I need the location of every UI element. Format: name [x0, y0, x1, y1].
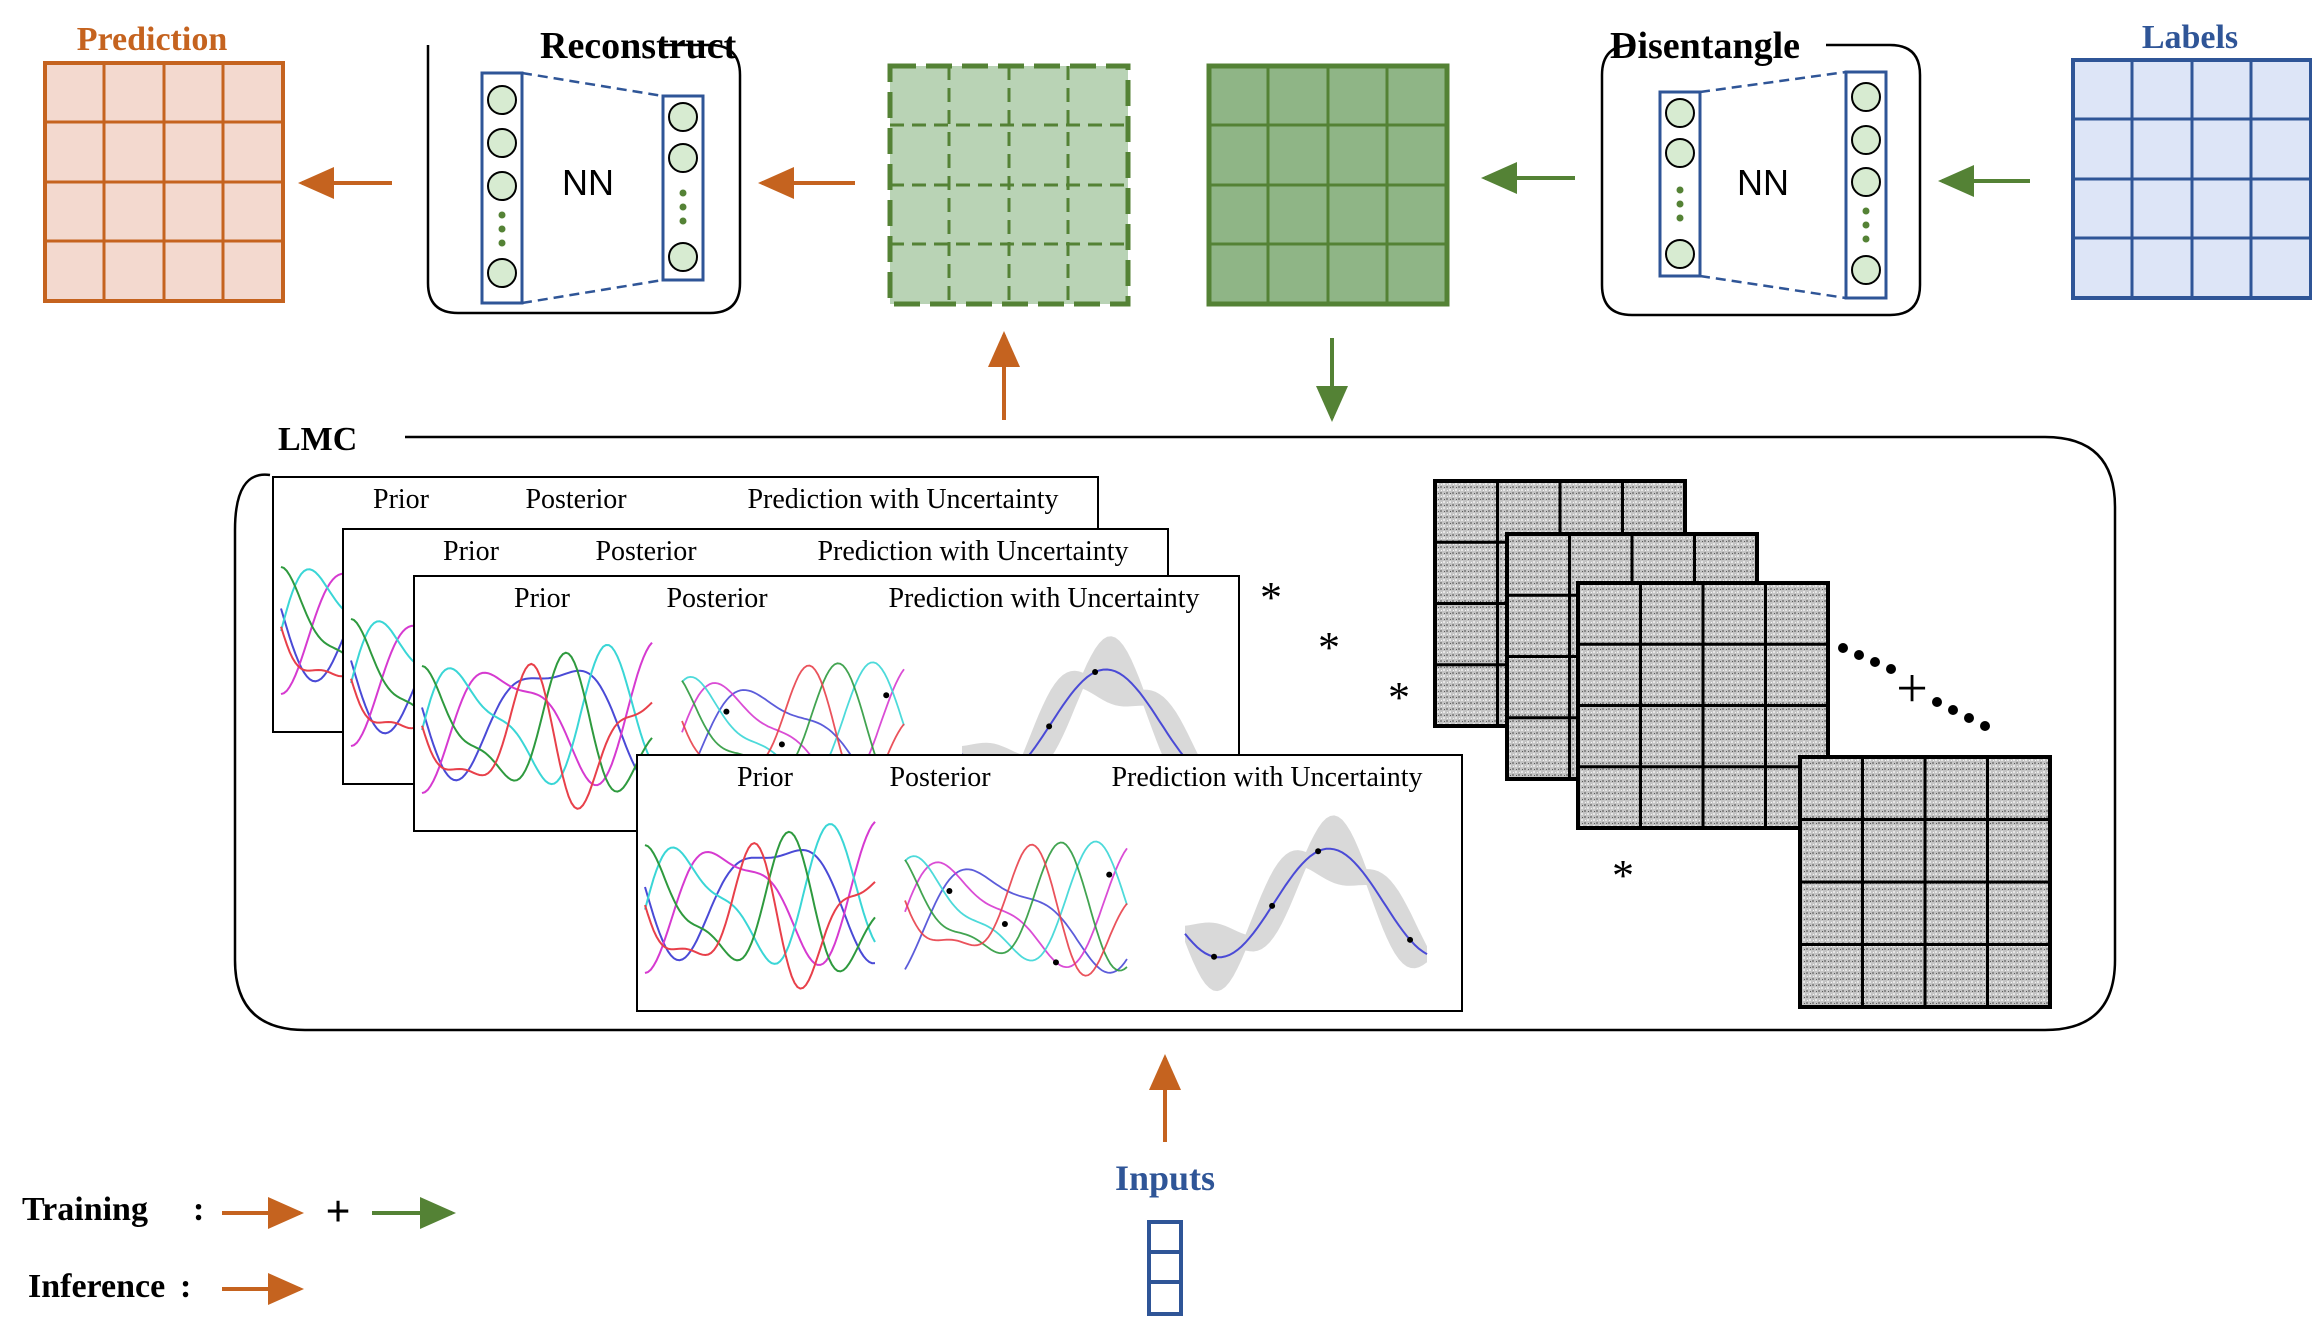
- inputs-label: Inputs: [1115, 1158, 1215, 1198]
- disentangle-nn-box: NN: [1600, 43, 1922, 317]
- nn-label-disentangle: NN: [1737, 162, 1789, 203]
- lmc-container: [233, 435, 2117, 1032]
- disentangle-label: Disentangle: [1610, 25, 1800, 67]
- panel-title-posterior: Posterior: [525, 484, 627, 515]
- labels-matrix: [2071, 58, 2312, 300]
- star-operator-2: *: [1318, 623, 1340, 672]
- legend-inference-colon: :: [180, 1268, 191, 1305]
- legend-inference-label: Inference: [28, 1268, 165, 1305]
- legend-training-label: Training: [22, 1191, 148, 1228]
- legend-training-colon: :: [193, 1191, 204, 1228]
- input-vector-icon: [1147, 1220, 1183, 1316]
- panel-title-posterior: Posterior: [889, 762, 991, 793]
- grid-matrix-icon: [1576, 581, 1830, 830]
- plus-operator: +: [1896, 658, 1928, 720]
- legend-plus: +: [325, 1187, 350, 1236]
- prediction-matrix: [43, 61, 285, 303]
- star-operator-4: *: [1612, 851, 1634, 900]
- latent-reconstruction-matrix: [887, 63, 1131, 307]
- neural-network-icon: [480, 71, 705, 305]
- gp-panel-stack: Prior Posterior Prediction with Uncertaint…: [272, 476, 1463, 1012]
- star-operator-3: *: [1388, 673, 1410, 722]
- panel-title-prior: Prior: [443, 536, 500, 567]
- panel-title-prediction: Prediction with Uncertainty: [747, 484, 1058, 515]
- lmc-label: LMC: [278, 421, 357, 458]
- panel-title-prediction: Prediction with Uncertainty: [817, 536, 1128, 567]
- panel-title-posterior: Posterior: [666, 583, 768, 614]
- panel-title-posterior: Posterior: [595, 536, 697, 567]
- panel-title-prediction: Prediction with Uncertainty: [1111, 762, 1422, 793]
- prediction-label: Prediction: [77, 21, 228, 58]
- grid-matrix-icon: [1798, 755, 2052, 1009]
- star-operator-1: *: [1260, 573, 1282, 622]
- latent-disentangled-matrix: [1206, 63, 1450, 307]
- gp-panel: Prior Posterior Prediction with Uncertaint…: [636, 754, 1463, 1012]
- panel-title-prediction: Prediction with Uncertainty: [888, 583, 1199, 614]
- summation-dots: [1838, 643, 1990, 731]
- panel-title-prior: Prior: [737, 762, 794, 793]
- reconstruct-nn-box: NN: [426, 43, 742, 315]
- panel-title-prior: Prior: [373, 484, 430, 515]
- neural-network-icon: [1658, 70, 1888, 300]
- legend: Training : + Inference :: [22, 1187, 456, 1305]
- labels-label: Labels: [2142, 19, 2238, 56]
- panel-title-prior: Prior: [514, 583, 571, 614]
- coefficient-matrix-stack: [1433, 479, 2052, 1009]
- nn-label-reconstruct: NN: [562, 162, 614, 203]
